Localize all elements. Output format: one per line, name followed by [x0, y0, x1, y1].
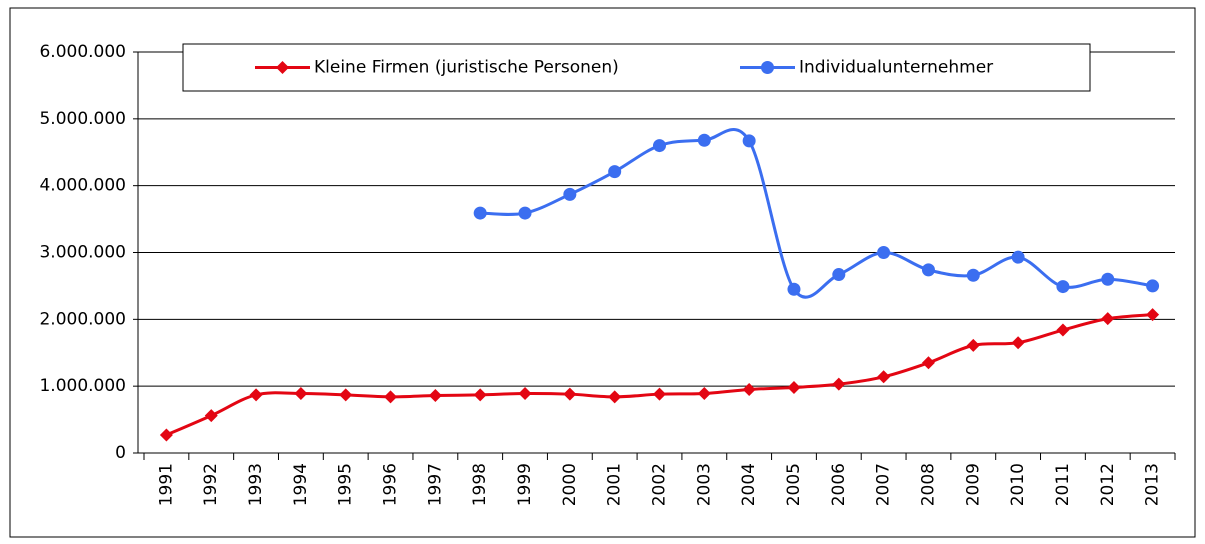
legend-box: [182, 43, 1091, 92]
data-point: [159, 428, 173, 442]
x-tick-label: 2010: [1008, 463, 1028, 506]
legend-marker: [761, 61, 774, 74]
x-tick-label: 1993: [246, 463, 266, 506]
x-tick-label: 2013: [1143, 463, 1163, 506]
data-point: [518, 387, 532, 401]
y-tick-label: 0: [115, 443, 126, 463]
data-point: [563, 387, 577, 401]
data-point: [832, 268, 846, 282]
x-tick-label: 2008: [918, 463, 938, 506]
data-point: [1011, 336, 1025, 350]
data-point: [966, 338, 980, 352]
y-tick-label: 5.000.000: [39, 109, 126, 129]
data-point: [877, 246, 891, 259]
x-tick-label: 1991: [156, 463, 176, 506]
x-tick-label: 2005: [784, 463, 804, 506]
x-tick-label: 2007: [874, 463, 894, 506]
data-point: [473, 206, 487, 220]
legend-label: Kleine Firmen (juristische Personen): [314, 58, 619, 78]
data-point: [1101, 312, 1115, 326]
x-tick-label: 2012: [1098, 463, 1118, 506]
y-tick-label: 6.000.000: [39, 42, 126, 62]
legend-label: Individualunternehmer: [799, 58, 993, 78]
x-tick-label: 2001: [605, 463, 625, 506]
x-tick-label: 1996: [381, 463, 401, 506]
data-point: [653, 139, 666, 153]
data-point: [294, 387, 308, 401]
data-point: [1056, 323, 1070, 337]
x-tick-label: 1999: [515, 463, 535, 506]
data-point: [1011, 250, 1025, 264]
data-point: [204, 409, 218, 423]
x-tick-label: 1997: [425, 463, 445, 506]
data-point: [787, 381, 801, 395]
data-point: [384, 390, 398, 404]
data-point: [1056, 280, 1070, 294]
x-tick-label: 2006: [829, 463, 849, 506]
y-tick-label: 2.000.000: [39, 309, 126, 329]
y-tick-label: 4.000.000: [39, 176, 126, 196]
data-point: [608, 390, 622, 404]
data-point: [249, 388, 263, 402]
data-point: [697, 133, 711, 147]
x-tick-label: 2000: [560, 463, 580, 506]
x-tick-label: 1994: [291, 463, 311, 506]
data-point: [966, 268, 980, 282]
data-point: [832, 377, 846, 391]
data-point: [473, 388, 487, 402]
data-point: [428, 389, 442, 403]
data-point: [921, 356, 935, 370]
data-point: [787, 282, 801, 296]
x-tick-label: 2004: [739, 463, 759, 506]
data-point: [339, 388, 353, 402]
x-tick-label: 2011: [1053, 463, 1073, 506]
data-point: [563, 187, 577, 201]
data-point: [742, 134, 756, 148]
series-line: [480, 128, 1153, 299]
data-point: [877, 370, 891, 384]
y-tick-label: 3.000.000: [39, 243, 126, 263]
chart-frame: [9, 7, 1196, 538]
legend-marker: [276, 61, 289, 74]
data-point: [742, 383, 756, 397]
data-point: [1146, 279, 1160, 293]
data-point: [921, 263, 935, 277]
x-tick-label: 2009: [963, 463, 983, 506]
data-point: [697, 387, 711, 401]
data-point: [653, 387, 666, 401]
data-point: [1101, 272, 1115, 286]
x-tick-label: 2003: [694, 463, 714, 506]
data-point: [608, 165, 622, 179]
x-tick-label: 1995: [336, 463, 356, 506]
data-point: [518, 206, 532, 220]
data-point: [1146, 308, 1160, 322]
y-tick-label: 1.000.000: [39, 376, 126, 396]
x-tick-label: 2002: [650, 463, 670, 506]
x-tick-label: 1998: [470, 463, 490, 506]
x-tick-label: 1992: [201, 463, 221, 506]
